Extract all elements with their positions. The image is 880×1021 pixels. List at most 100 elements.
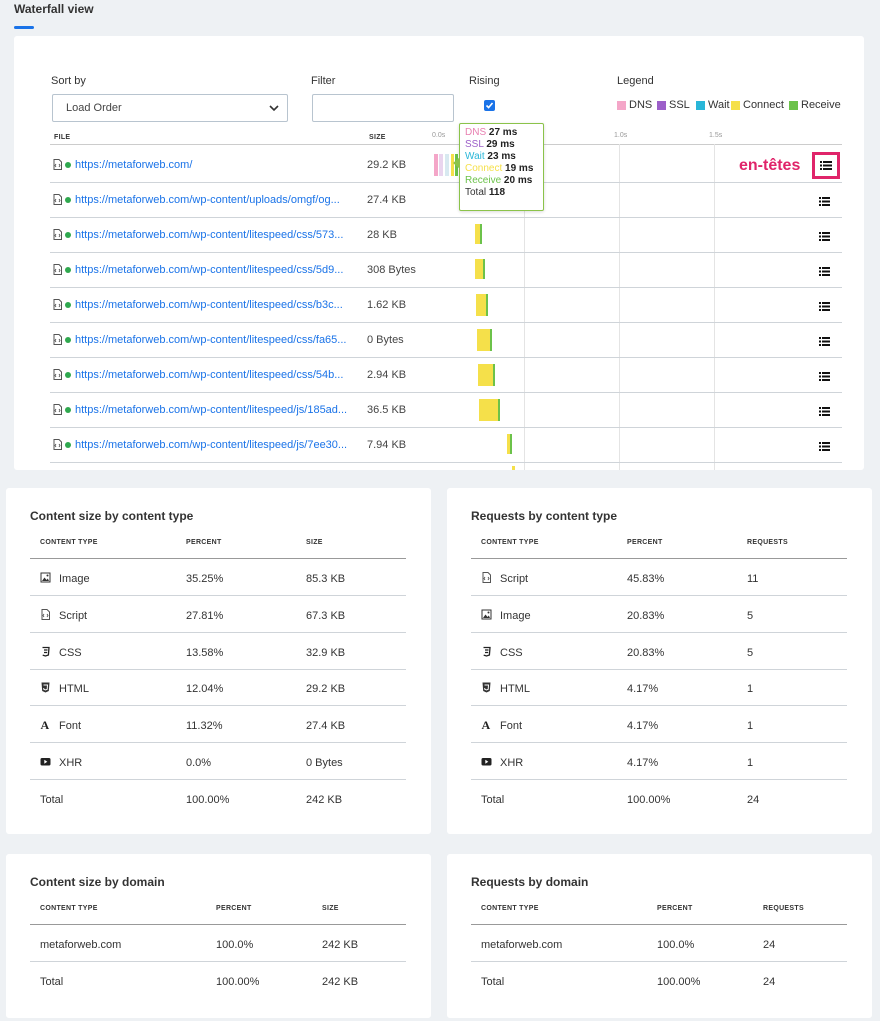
file-icon xyxy=(53,299,62,310)
type-cell: CSS xyxy=(59,646,82,659)
file-icon xyxy=(53,194,62,205)
legend-swatch xyxy=(731,100,740,110)
waterfall-row[interactable]: https://metaforweb.com/wp-content/litesp… xyxy=(50,218,842,253)
value-cell: 85.3 KB xyxy=(306,573,346,585)
svg-text:A: A xyxy=(482,719,491,730)
sort-select-value: Load Order xyxy=(66,102,122,114)
table-row: XHR 4.17% 1 xyxy=(471,744,847,780)
row-url-link[interactable]: https://metaforweb.com/wp-content/litesp… xyxy=(75,404,348,416)
header-divider xyxy=(30,924,406,925)
value-cell: 1 xyxy=(747,757,754,769)
type-cell: XHR xyxy=(59,757,83,769)
headers-button[interactable] xyxy=(819,336,831,346)
tooltip-lines: DNS 27 ms SSL 29 ms Wait 23 ms Connect 19 m… xyxy=(465,127,538,199)
row-url-link[interactable]: https://metaforweb.com/wp-content/litesp… xyxy=(75,299,343,311)
waterfall-row[interactable]: https://metaforweb.com/wp-content/upload… xyxy=(50,183,842,218)
row-url-link[interactable]: https://metaforweb.com/wp-content/upload… xyxy=(75,194,340,206)
row-size: 28 KB xyxy=(367,229,397,241)
tooltip-line-value: 19 ms xyxy=(505,163,534,174)
headers-button[interactable] xyxy=(819,441,831,451)
row-size: 7.94 KB xyxy=(367,439,407,451)
xhr-icon xyxy=(40,758,51,766)
type-icon-wrap xyxy=(40,756,51,767)
sort-select[interactable]: Load Order xyxy=(52,94,288,122)
waterfall-row[interactable]: https://metaforweb.com/wp-content/litesp… xyxy=(50,393,842,428)
waterfall-row[interactable]: https://metaforweb.com/wp-content/litesp… xyxy=(50,323,842,358)
table-row: Image 35.25% 85.3 KB xyxy=(30,560,406,596)
tooltip-line: Total 118 xyxy=(465,187,538,199)
file-icon-wrap xyxy=(52,369,62,381)
column-header: PERCENT xyxy=(216,905,252,912)
percent-cell: 11.32% xyxy=(186,720,223,733)
list-icon xyxy=(819,442,830,451)
percent-cell: 100.0% xyxy=(657,939,695,951)
value-cell: 5 xyxy=(747,609,754,622)
value-cell: 11 xyxy=(747,573,759,585)
timing-bar xyxy=(476,294,486,316)
tooltip-line-label: DNS xyxy=(465,127,487,138)
list-icon xyxy=(819,407,830,416)
row-url-link[interactable]: https://metaforweb.com/wp-content/litesp… xyxy=(75,229,344,241)
type-icon-wrap xyxy=(481,646,492,657)
waterfall-tab-header: Waterfall view xyxy=(0,0,880,36)
status-dot xyxy=(65,372,71,378)
list-icon xyxy=(819,302,830,311)
row-size: 1.62 KB xyxy=(367,299,407,311)
legend-item-receive: Receive xyxy=(789,99,841,111)
status-dot xyxy=(65,267,71,273)
headers-button[interactable] xyxy=(819,406,831,416)
headers-button[interactable] xyxy=(819,266,831,276)
value-cell: 24 xyxy=(763,939,776,951)
svg-text:A: A xyxy=(41,719,50,730)
value-cell: 242 KB xyxy=(306,793,343,806)
list-icon xyxy=(820,161,832,170)
table-row: A Font 11.32% 27.4 KB xyxy=(30,707,406,744)
file-icon xyxy=(53,334,62,345)
filter-input[interactable] xyxy=(312,94,454,122)
type-icon-wrap xyxy=(481,609,492,620)
waterfall-row[interactable]: https://metaforweb.com/wp-content/litesp… xyxy=(50,428,842,463)
tab-waterfall-view[interactable]: Waterfall view xyxy=(14,2,94,16)
col-file-header: FILE xyxy=(54,134,71,141)
column-header: CONTENT TYPE xyxy=(40,905,98,912)
rising-label: Rising xyxy=(469,75,500,87)
card-title: Requests by content type xyxy=(471,509,618,523)
waterfall-row[interactable]: https://metaforweb.com/wp-content/litesp… xyxy=(50,253,842,288)
table-row: XHR 0.0% 0 Bytes xyxy=(30,744,406,780)
font-icon: A xyxy=(41,718,50,732)
headers-button-highlight[interactable] xyxy=(812,152,840,179)
tick-label: 0.0s xyxy=(432,132,446,139)
legend-swatch xyxy=(617,100,626,110)
timing-bar xyxy=(434,154,438,176)
waterfall-row[interactable]: https://metaforweb.com/wp-content/litesp… xyxy=(50,358,842,393)
rising-checkbox[interactable] xyxy=(484,100,495,111)
headers-button[interactable] xyxy=(819,231,831,241)
row-url-link[interactable]: https://metaforweb.com/wp-content/litesp… xyxy=(75,439,348,451)
percent-cell: 12.04% xyxy=(186,683,224,696)
row-url-link[interactable]: https://metaforweb.com/wp-content/litesp… xyxy=(75,369,344,381)
timeline-gridline xyxy=(714,144,715,470)
type-cell: Font xyxy=(500,720,523,733)
timing-bar xyxy=(490,329,492,351)
headers-button[interactable] xyxy=(819,301,831,311)
row-url-link[interactable]: https://metaforweb.com/wp-content/litesp… xyxy=(75,334,347,346)
row-size: 27.4 KB xyxy=(367,194,407,206)
row-url-link[interactable]: https://metaforweb.com/ xyxy=(75,159,193,171)
legend-swatch xyxy=(696,100,705,110)
waterfall-row[interactable]: https://metaforweb.com/29.2 KB xyxy=(50,148,842,183)
list-icon xyxy=(819,337,830,346)
row-url-link[interactable]: https://metaforweb.com/wp-content/litesp… xyxy=(75,264,344,276)
table-row: Script 45.83% 11 xyxy=(471,560,847,596)
timing-bar xyxy=(486,294,488,316)
row-size: 29.2 KB xyxy=(367,159,407,171)
file-icon xyxy=(53,264,62,275)
tooltip-line: Receive 20 ms xyxy=(465,175,538,187)
waterfall-row[interactable]: https://metaforweb.com/wp-content/litesp… xyxy=(50,288,842,323)
timing-bar xyxy=(510,434,512,454)
headers-button[interactable] xyxy=(819,371,831,381)
type-cell: CSS xyxy=(500,646,523,659)
file-icon-wrap xyxy=(52,264,62,276)
headers-button[interactable] xyxy=(819,196,831,206)
column-header: PERCENT xyxy=(657,905,693,912)
column-header: PERCENT xyxy=(627,539,663,546)
